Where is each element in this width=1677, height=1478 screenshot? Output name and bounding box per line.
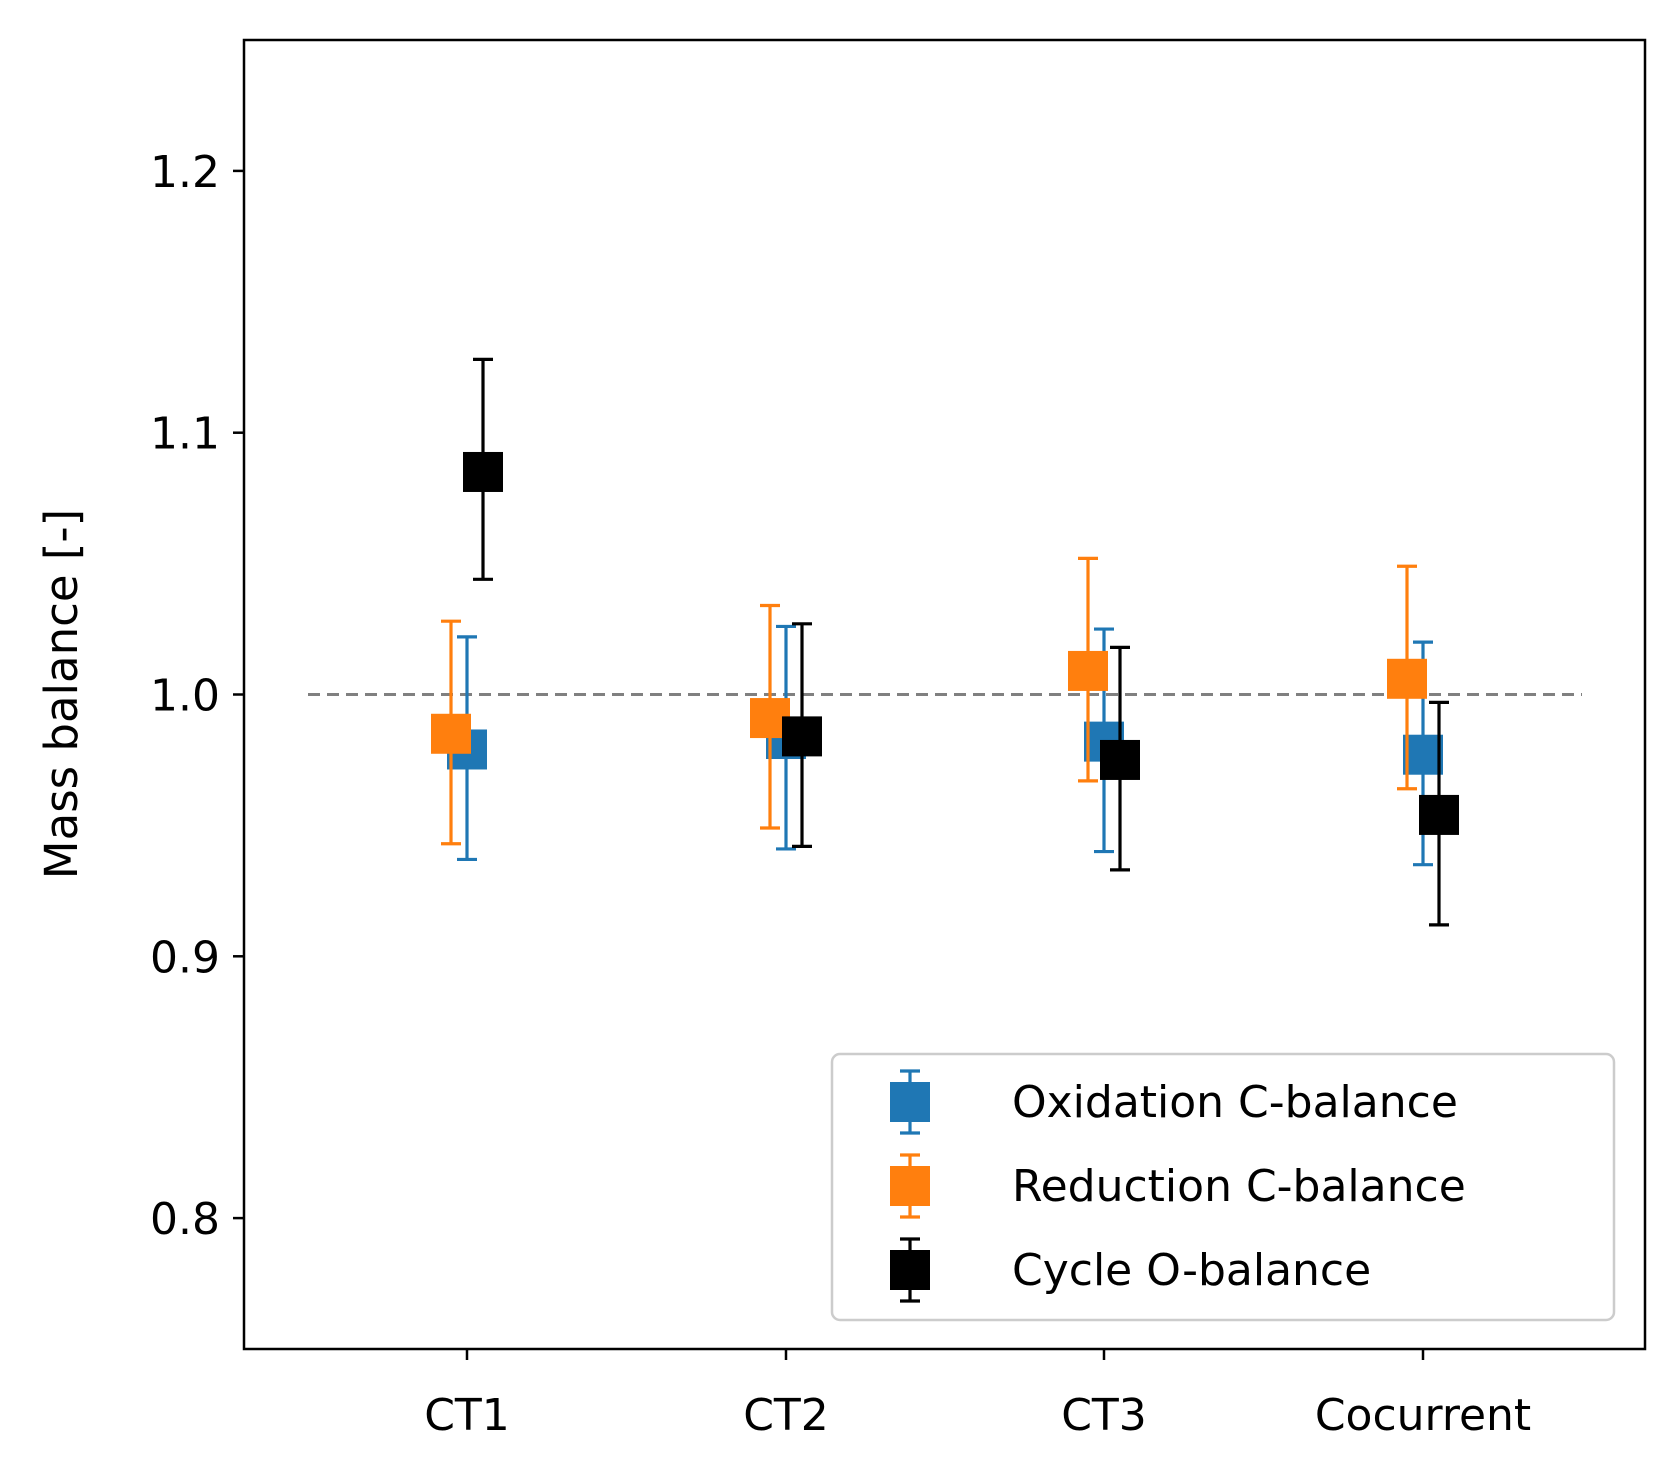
- y-axis: 0.8 0.9 1.0 1.1 1.2: [150, 147, 244, 1245]
- data-point: [1419, 794, 1459, 835]
- legend: Oxidation C-balance Reduction C-balance Cy…: [830, 1052, 1616, 1322]
- data-point: [782, 716, 822, 757]
- x-axis: CT1 CT2 CT3 Cocurrent: [424, 1349, 1531, 1441]
- legend-box: [830, 1052, 1616, 1322]
- x-tick-label: CT1: [424, 1390, 510, 1441]
- data-point: [431, 713, 471, 754]
- legend-label: Reduction C-balance: [1012, 1161, 1466, 1212]
- y-tick-label: 1.1: [150, 409, 220, 460]
- data-point: [463, 451, 503, 492]
- y-tick-label: 0.9: [150, 932, 220, 983]
- y-tick-label: 0.8: [150, 1194, 220, 1245]
- y-axis-label: Mass balance [-]: [35, 509, 88, 879]
- legend-marker: [890, 1082, 930, 1122]
- legend-marker: [890, 1250, 930, 1290]
- legend-marker: [890, 1166, 930, 1206]
- x-tick-label: CT2: [743, 1390, 829, 1441]
- plot-area: [308, 357, 1582, 927]
- data-point: [1100, 739, 1140, 780]
- y-tick-label: 1.2: [150, 147, 220, 198]
- legend-label: Cycle O-balance: [1012, 1245, 1371, 1296]
- x-tick-label: CT3: [1061, 1390, 1147, 1441]
- data-point: [1403, 734, 1443, 775]
- legend-label: Oxidation C-balance: [1012, 1077, 1458, 1128]
- data-point: [1387, 658, 1427, 699]
- data-point: [1068, 650, 1108, 691]
- x-tick-label: Cocurrent: [1315, 1390, 1531, 1441]
- y-tick-label: 1.0: [150, 671, 220, 722]
